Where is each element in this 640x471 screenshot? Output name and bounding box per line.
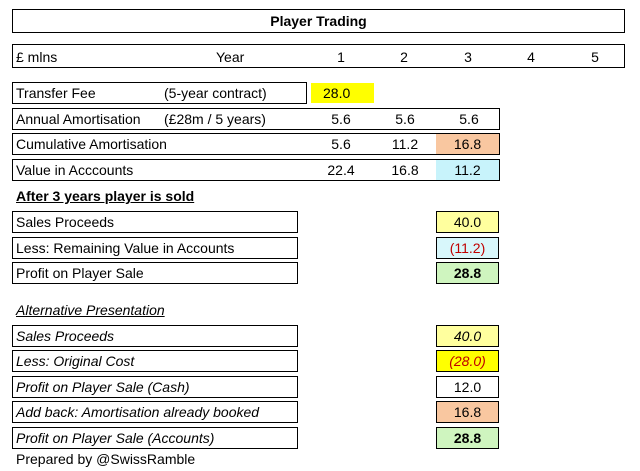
annual-amortisation-label: Annual Amortisation [16, 111, 141, 127]
remaining-value-label: Less: Remaining Value in Accounts [16, 240, 235, 256]
transfer-fee-note: (5-year contract) [164, 85, 267, 101]
profit-sale-label: Profit on Player Sale [16, 265, 144, 281]
add-back-box [12, 401, 298, 423]
alt-sales-proceeds-box [12, 325, 298, 347]
cumulative-amortisation-label: Cumulative Amortisation [16, 136, 167, 152]
annual-amortisation-y2: 5.6 [395, 111, 415, 127]
add-back-label: Add back: Amortisation already booked [16, 404, 260, 420]
original-cost-box [12, 350, 298, 372]
sales-proceeds-label: Sales Proceeds [16, 214, 115, 230]
annual-amortisation-y3: 5.6 [459, 111, 479, 127]
add-back-value: 16.8 [436, 401, 499, 423]
profit-cash-box [12, 376, 298, 398]
cumulative-amortisation-y2: 11.2 [391, 136, 419, 152]
title-box [12, 9, 625, 33]
profit-accounts-label: Profit on Player Sale (Accounts) [16, 430, 215, 446]
profit-cash-value: 12.0 [436, 376, 499, 398]
year-label: Year [216, 49, 245, 65]
alt-sales-proceeds-value: 40.0 [436, 325, 499, 347]
original-cost-label: Less: Original Cost [16, 353, 135, 369]
profit-sale-box [12, 262, 298, 284]
value-in-accounts-y2: 16.8 [391, 162, 419, 178]
value-in-accounts-y3: 11.2 [436, 160, 499, 180]
cumulative-amortisation-box [12, 133, 500, 155]
cumulative-amortisation-y3: 16.8 [436, 134, 499, 154]
page-title: Player Trading [270, 13, 367, 29]
profit-accounts-value: 28.8 [436, 427, 499, 449]
year-3: 3 [464, 49, 472, 65]
header-row [12, 44, 625, 68]
remaining-value-value: (11.2) [436, 237, 499, 259]
year-1: 1 [337, 49, 345, 65]
footer-credit: Prepared by @SwissRamble [16, 451, 196, 467]
transfer-fee-y1: 28.0 [311, 83, 374, 103]
remaining-value-box [12, 237, 298, 259]
section1-heading: After 3 years player is sold [16, 188, 195, 204]
transfer-fee-label: Transfer Fee [16, 85, 96, 101]
cumulative-amortisation-y1: 5.6 [331, 136, 351, 152]
sales-proceeds-value: 40.0 [436, 211, 499, 233]
year-2: 2 [400, 49, 408, 65]
value-in-accounts-y1: 22.4 [327, 162, 355, 178]
annual-amortisation-box [12, 108, 500, 130]
sales-proceeds-box [12, 211, 298, 233]
profit-sale-value: 28.8 [436, 262, 499, 284]
section2-heading: Alternative Presentation [16, 302, 165, 318]
original-cost-value: (28.0) [436, 350, 499, 372]
alt-sales-proceeds-label: Sales Proceeds [16, 328, 115, 344]
year-4: 4 [527, 49, 535, 65]
value-in-accounts-box [12, 159, 500, 181]
year-5: 5 [591, 49, 599, 65]
profit-accounts-box [12, 427, 298, 449]
annual-amortisation-note: (£28m / 5 years) [164, 111, 266, 127]
profit-cash-label: Profit on Player Sale (Cash) [16, 379, 190, 395]
value-in-accounts-label: Value in Acccounts [16, 162, 134, 178]
unit-label: £ mlns [16, 49, 58, 65]
annual-amortisation-y1: 5.6 [331, 111, 351, 127]
transfer-fee-label-box [12, 82, 307, 104]
